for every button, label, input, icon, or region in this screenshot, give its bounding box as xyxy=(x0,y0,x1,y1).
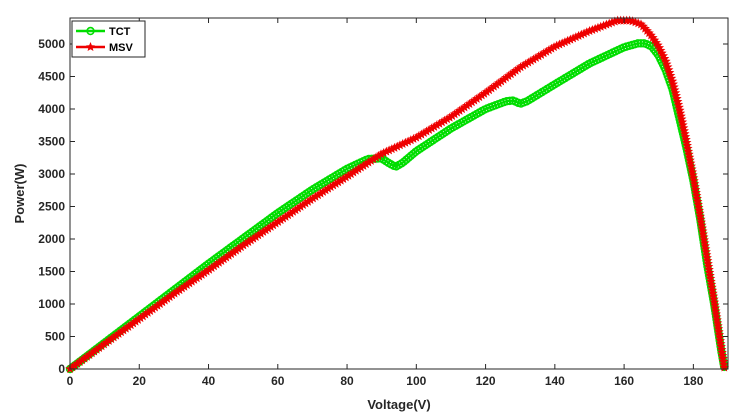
y-tick-label: 3000 xyxy=(38,167,65,181)
series-msv xyxy=(65,15,730,374)
data-point xyxy=(85,42,96,52)
data-point xyxy=(505,96,514,106)
y-tick-label: 1500 xyxy=(38,265,65,279)
series-layer xyxy=(65,15,730,374)
y-tick-label: 1000 xyxy=(38,297,65,311)
axes-box xyxy=(69,17,729,370)
legend-label-msv: MSV xyxy=(109,42,134,54)
data-point xyxy=(86,26,95,36)
y-tick-label: 2500 xyxy=(38,200,65,214)
y-tick-label: 4500 xyxy=(38,70,65,84)
data-point xyxy=(636,39,646,48)
y-axis-label: Power(W) xyxy=(12,164,27,224)
legend-box xyxy=(71,20,146,58)
x-tick-label: 0 xyxy=(67,374,74,388)
x-tick-label: 80 xyxy=(340,374,354,388)
x-axis-label: Voltage(V) xyxy=(367,397,430,412)
legend: TCT MSV xyxy=(71,20,146,58)
legend-label-tct: TCT xyxy=(109,26,131,38)
x-tick-label: 100 xyxy=(406,374,426,388)
y-tick-label: 5000 xyxy=(38,37,65,51)
x-tick-label: 180 xyxy=(683,374,703,388)
x-tick-label: 60 xyxy=(271,374,285,388)
y-tick-label: 3500 xyxy=(38,135,65,149)
y-tick-label: 2000 xyxy=(38,232,65,246)
legend-marker-msv xyxy=(85,42,96,52)
x-tick-label: 120 xyxy=(476,374,496,388)
data-point xyxy=(633,39,643,48)
y-tick-label: 0 xyxy=(58,362,65,376)
x-tick-label: 160 xyxy=(614,374,634,388)
x-tick-label: 40 xyxy=(202,374,216,388)
y-tick-label: 4000 xyxy=(38,102,65,116)
y-tick-label: 500 xyxy=(45,330,65,344)
x-tick-label: 20 xyxy=(133,374,147,388)
ticks-layer: 0 20 40 60 80 100 120 140 160 180 0 500 1000 1500 2000… xyxy=(38,18,728,388)
x-tick-label: 140 xyxy=(545,374,565,388)
legend-marker-tct xyxy=(86,26,95,36)
